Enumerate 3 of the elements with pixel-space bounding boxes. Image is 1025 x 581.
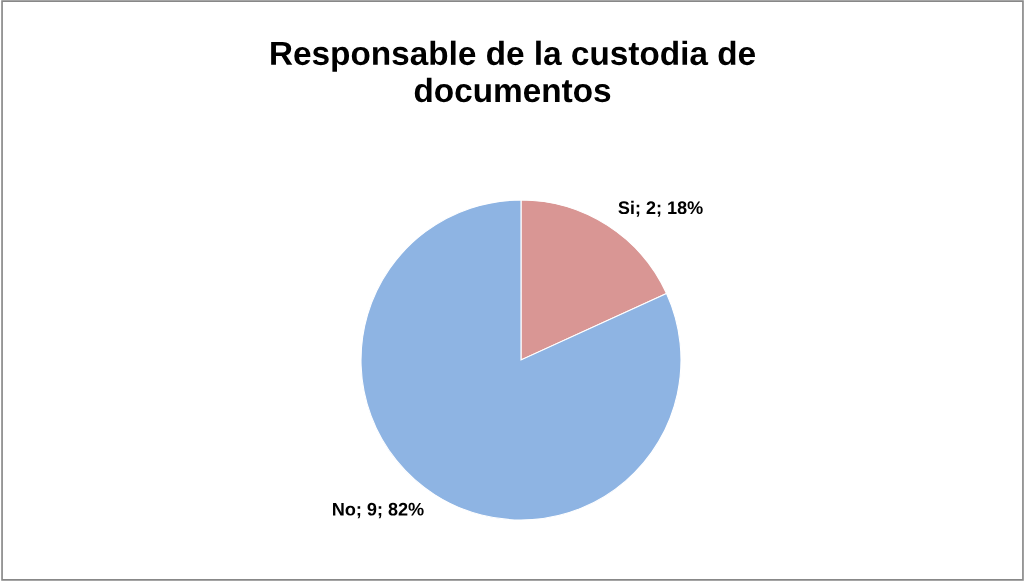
data-label: Si; 2; 18% xyxy=(618,200,703,217)
data-label: No; 9; 82% xyxy=(333,502,424,519)
chart-title: Responsable de la custodia de documentos xyxy=(271,40,755,103)
